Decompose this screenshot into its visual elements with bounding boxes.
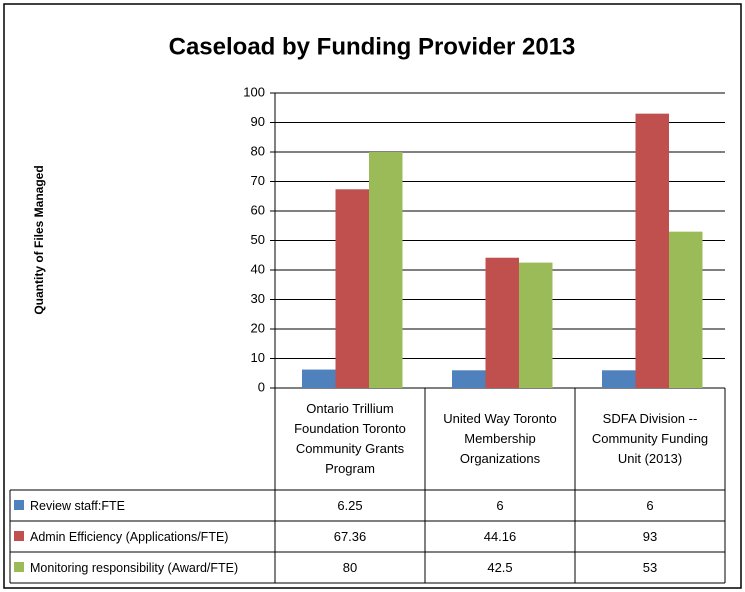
table-value: 44.16 <box>483 528 517 544</box>
legend-label: Admin Efficiency (Applications/FTE) <box>30 529 229 544</box>
x-tick-label: United Way Toronto Membership Organizati… <box>443 411 557 466</box>
x-tick-label: Ontario Trillium Foundation Toronto Comm… <box>294 401 406 476</box>
legend-swatch <box>14 531 24 541</box>
x-tick-label: SDFA Division -- Community Funding Unit … <box>591 411 709 466</box>
y-tick-label: 40 <box>251 261 265 276</box>
chart-title: Caseload by Funding Provider 2013 <box>169 33 576 60</box>
bar <box>335 189 369 388</box>
table-value: 42.5 <box>487 559 513 575</box>
legend-swatch <box>14 562 24 572</box>
y-tick-label: 30 <box>251 291 265 306</box>
table-value: 6.25 <box>337 497 363 513</box>
bar <box>519 262 553 388</box>
bar <box>485 257 519 388</box>
legend-label: Monitoring responsibility (Award/FTE) <box>30 560 239 575</box>
y-tick-label: 100 <box>243 84 265 99</box>
y-tick-label: 20 <box>251 320 265 335</box>
bar <box>452 370 486 388</box>
legend-label: Review staff:FTE <box>30 498 125 513</box>
bar <box>669 231 703 388</box>
y-tick-label: 60 <box>251 202 265 217</box>
table-value: 93 <box>642 528 658 544</box>
table-value: 53 <box>642 559 658 575</box>
bar <box>302 369 336 388</box>
table-value: 80 <box>342 559 358 575</box>
y-axis-label: Quantity of Files Managed <box>32 165 46 314</box>
bar <box>369 152 403 388</box>
bar <box>602 370 636 388</box>
table-value: 6 <box>496 497 504 513</box>
table-value: 6 <box>646 497 654 513</box>
y-tick-label: 70 <box>251 173 265 188</box>
y-tick-label: 10 <box>251 350 265 365</box>
y-tick-label: 80 <box>251 143 265 158</box>
bar <box>635 113 669 389</box>
y-tick-label: 50 <box>251 232 265 247</box>
legend-swatch <box>14 500 24 510</box>
y-tick-label: 0 <box>258 379 265 394</box>
y-tick-label: 90 <box>251 114 265 129</box>
table-value: 67.36 <box>333 528 367 544</box>
